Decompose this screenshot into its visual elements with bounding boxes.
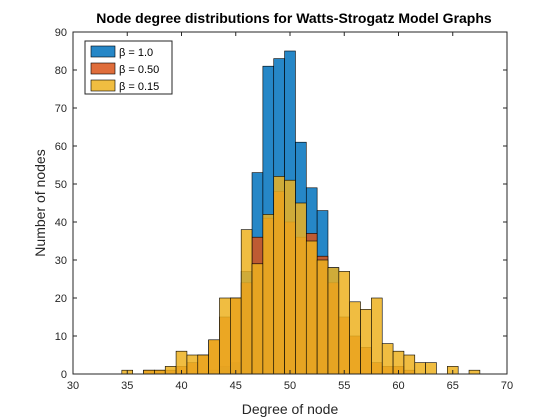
x-tick-label: 30 [67,380,79,392]
legend-label: β = 0.50 [119,64,159,76]
series-3-bar [414,362,426,375]
series-3-bar [403,354,416,375]
y-tick-label: 30 [55,255,67,267]
series-3-bar [468,369,481,375]
x-tick-label: 60 [392,380,404,392]
x-tick-label: 55 [338,380,350,392]
legend: β = 1.0 β = 0.50 β = 0.15 [84,40,173,95]
series-3-bar [381,343,394,375]
series-3-bar [154,369,166,375]
y-tick-label: 40 [55,217,67,229]
axes-layer: 30 35 40 45 50 55 60 65 70 0 10 20 30 40 50 60 70 80 90 [55,27,513,392]
series-3-bar [360,309,372,375]
series-3-bar [186,354,199,375]
y-tick-label: 10 [55,331,67,343]
x-tick-label: 35 [121,380,133,392]
x-tick-label: 45 [230,380,242,392]
legend-label: β = 0.15 [119,81,159,93]
y-tick-label: 20 [55,293,67,305]
series-3-bar [316,259,329,375]
y-tick-label: 70 [55,103,67,115]
legend-swatch [90,79,116,92]
series-3-bar [164,366,177,375]
y-tick-label: 50 [55,179,67,191]
x-tick-label: 40 [175,380,187,392]
y-tick-label: 90 [55,27,67,39]
series-3-bar [208,339,220,375]
series-3-bar [262,214,275,375]
series-3-bar [197,354,209,375]
legend-label: β = 1.0 [119,47,153,59]
series-3-bar [230,297,242,375]
series-3-bar [143,369,155,375]
series-3-bar [284,179,296,375]
series-3-bar [425,362,437,375]
x-tick-label: 70 [501,380,513,392]
series-3-bar [219,297,231,375]
y-tick-label: 0 [61,369,67,381]
legend-swatch [90,45,116,58]
bars-layer [121,50,481,375]
series-3-bar [371,297,383,375]
series-3-bar [305,240,318,375]
y-tick-label: 60 [55,141,67,153]
series-3-bar [251,263,264,375]
legend-swatch [90,62,116,75]
series-3-bar [338,271,350,375]
x-axis-label: Degree of node [242,401,339,417]
x-tick-label: 50 [284,380,296,392]
series-3-bar [240,229,253,375]
series-3-bar [273,176,285,375]
y-tick-label: 80 [55,65,67,77]
series-3-bar [295,202,307,375]
x-tick-label: 65 [447,380,459,392]
series-3-bar [327,267,340,375]
chart-title: Node degree distributions for Watts-Stro… [96,10,492,26]
y-axis-label: Number of nodes [32,149,48,256]
series-3-bar [349,301,361,375]
